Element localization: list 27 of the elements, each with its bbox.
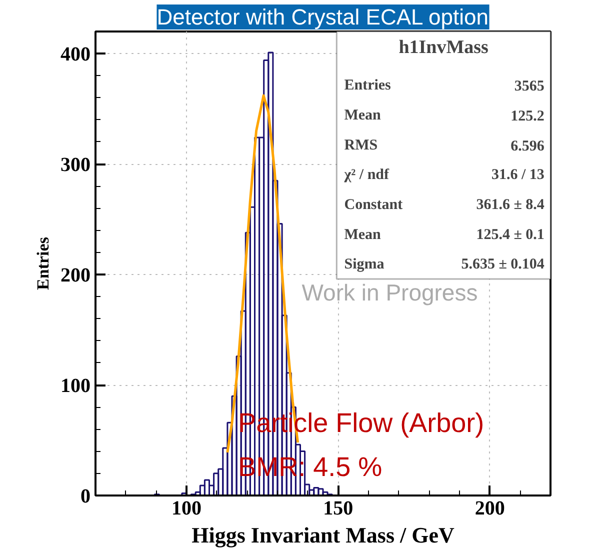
x-axis-title: Higgs Invariant Mass / GeV (192, 522, 455, 548)
annotation: Sigma (344, 256, 385, 273)
annotation: 361.6 ± 8.4 (476, 196, 545, 213)
annotation: Entries (344, 78, 392, 94)
annotation: 31.6 / 13 (492, 167, 544, 184)
y-tick-label: 200 (60, 264, 90, 287)
annotation: 5.635 ± 0.104 (461, 256, 545, 273)
y-tick-label: 300 (60, 154, 90, 176)
y-axis-title: Entries (34, 236, 52, 290)
annotation: χ² / ndf (343, 167, 390, 184)
y-tick-label: 0 (80, 486, 90, 508)
x-tick-label: 200 (474, 498, 505, 520)
annotation: 125.2 (510, 108, 544, 124)
annotation: 6.596 (510, 138, 545, 154)
annotation: Mean (344, 226, 382, 243)
annotation: RMS (344, 137, 378, 154)
annotation: Work in Progress (302, 279, 478, 306)
annotation: h1InvMass (398, 37, 488, 58)
x-tick-label: 100 (172, 498, 202, 520)
annotation: Mean (344, 107, 382, 124)
annotation: 125.4 ± 0.1 (476, 226, 544, 243)
annotation: 3565 (514, 78, 544, 95)
y-tick-label: 100 (60, 375, 90, 398)
y-tick-label: 400 (60, 44, 90, 66)
annotation: Constant (344, 196, 403, 213)
chart-title: Detector with Crystal ECAL option (156, 4, 488, 30)
x-tick-label: 150 (323, 498, 354, 520)
